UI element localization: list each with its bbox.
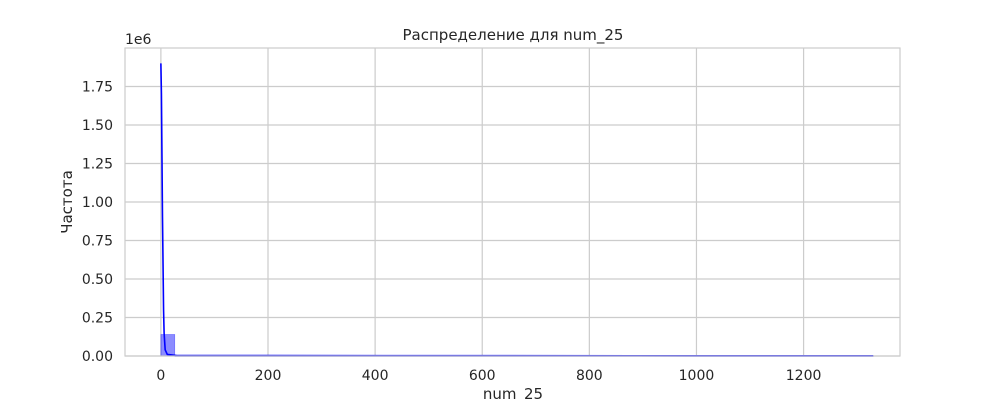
x-tick-label: 200 xyxy=(255,368,282,384)
y-axis-title: Частота xyxy=(58,170,76,234)
histogram-bar xyxy=(160,334,176,357)
y-tick-label: 1.25 xyxy=(82,157,113,173)
y-tick-label: 1.75 xyxy=(82,80,113,96)
y-tick-label: 0.25 xyxy=(82,311,113,327)
y-tick-label: 1.00 xyxy=(82,195,113,211)
x-tick-label: 600 xyxy=(469,368,496,384)
chart-title: Распределение для num_25 xyxy=(403,26,624,45)
x-tick-label: 1000 xyxy=(679,368,715,384)
plot-frame xyxy=(124,47,901,357)
x-tick-label: 0 xyxy=(156,368,165,384)
x-tick-label: 400 xyxy=(362,368,389,384)
y-tick-label: 0.50 xyxy=(82,272,113,288)
y-tick-label: 1.50 xyxy=(82,118,113,134)
y-axis-offset-label: 1e6 xyxy=(125,32,152,48)
y-tick-label: 0.75 xyxy=(82,234,113,250)
x-tick-label: 800 xyxy=(576,368,603,384)
y-tick-label: 0.00 xyxy=(82,349,113,365)
x-axis-title: num_25 xyxy=(483,385,543,400)
x-tick-label: 1200 xyxy=(786,368,822,384)
